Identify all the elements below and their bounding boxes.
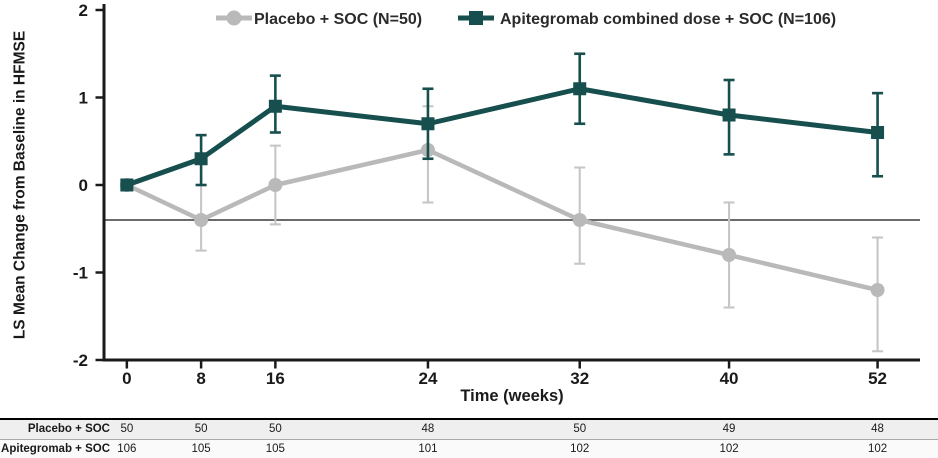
- x-tick-label: 16: [266, 369, 285, 388]
- legend-circle-marker: [226, 10, 242, 26]
- x-tick-label: 8: [196, 369, 205, 388]
- series-apitegromab: [120, 52, 885, 192]
- square-marker: [194, 152, 208, 166]
- y-tick-label: 0: [79, 176, 88, 195]
- x-tick-label: 52: [868, 369, 887, 388]
- square-marker: [722, 108, 736, 122]
- square-marker: [421, 117, 435, 131]
- series-line: [126, 86, 878, 188]
- circle-marker: [194, 213, 209, 227]
- table-row-label: Placebo + SOC: [27, 423, 110, 435]
- table-cell-value: 102: [867, 443, 888, 455]
- table-row: Placebo + SOC 50 50 50 48 50 49 48: [0, 420, 938, 440]
- legend-item-placebo: Placebo + SOC (N=50): [216, 10, 422, 28]
- circle-marker: [268, 178, 283, 192]
- legend-square-marker: [469, 11, 483, 25]
- x-axis-title: Time (weeks): [460, 387, 563, 405]
- table-row-label: Apitegromab + SOC: [1, 443, 110, 455]
- participant-count-table: Placebo + SOC 50 50 50 48 50 49 48 Apitegromab +…: [0, 418, 938, 458]
- y-tick-label: -1: [73, 263, 88, 282]
- y-tick-label: 2: [79, 1, 88, 20]
- table-cell-value: 50: [120, 423, 134, 435]
- y-axis: 2 1 0 -1 -2: [73, 1, 106, 370]
- x-tick-label: 24: [418, 369, 437, 388]
- table-cell-value: 105: [191, 443, 211, 455]
- legend-item-apitegromab: Apitegromab combined dose + SOC (N=106): [458, 11, 836, 28]
- circle-marker: [722, 248, 737, 262]
- chart-plot: 2 1 0 -1 -2 0 8 16 24 32 40 52 Time (weeks) LS Mean C…: [11, 1, 920, 405]
- table-row: Apitegromab + SOC 106 105 105 101 102 102 102: [0, 440, 938, 458]
- x-tick-label: 0: [122, 369, 131, 388]
- table-cell-value: 101: [418, 443, 438, 455]
- series-placebo: [119, 105, 885, 353]
- table-cell-value: 102: [570, 443, 590, 455]
- table-cell-value: 48: [421, 423, 435, 435]
- table-cell-value: 50: [573, 423, 587, 435]
- table-cell-value: 50: [268, 423, 282, 435]
- table-cell-value: 48: [871, 423, 884, 435]
- square-marker: [268, 99, 282, 113]
- table-cell-value: 105: [265, 443, 285, 455]
- circle-marker: [572, 213, 587, 227]
- table-cell-value: 106: [117, 443, 137, 455]
- error-bars: [195, 105, 884, 353]
- x-tick-label: 40: [720, 369, 739, 388]
- table-cell-value: 50: [194, 423, 208, 435]
- x-axis: 0 8 16 24 32 40 52: [102, 358, 920, 388]
- y-axis-title: LS Mean Change from Baseline in HFMSE: [11, 31, 28, 339]
- legend-label: Placebo + SOC (N=50): [254, 11, 422, 28]
- table-cell-value: 102: [719, 443, 739, 455]
- series-markers: [120, 82, 885, 192]
- square-marker: [573, 82, 587, 96]
- y-tick-label: -2: [73, 351, 88, 370]
- circle-marker: [870, 283, 885, 297]
- y-tick-label: 1: [79, 88, 88, 107]
- legend: Placebo + SOC (N=50) Apitegromab combined…: [216, 10, 836, 28]
- legend-label: Apitegromab combined dose + SOC (N=106): [500, 11, 836, 28]
- square-marker: [871, 126, 885, 139]
- table-cell-value: 49: [722, 423, 736, 435]
- square-marker: [120, 178, 134, 192]
- x-tick-label: 32: [570, 369, 589, 388]
